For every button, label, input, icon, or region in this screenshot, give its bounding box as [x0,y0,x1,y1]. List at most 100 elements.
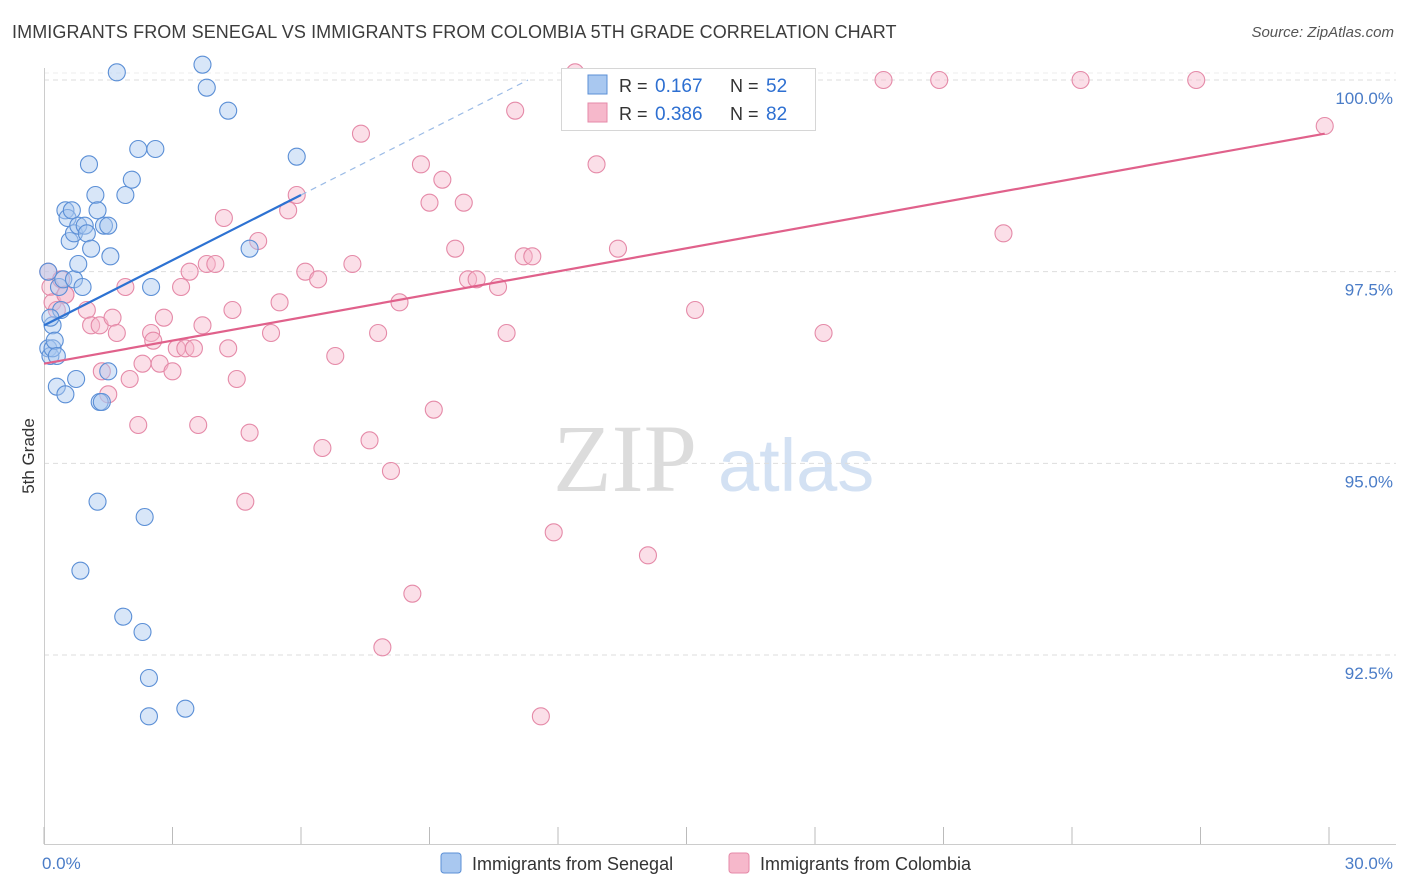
senegal-point-29 [88,201,107,220]
colombia-point-12 [103,308,122,327]
senegal-point-18 [67,369,86,389]
senegal-point-34 [99,362,118,381]
colombia-point-75 [814,323,833,343]
senegal-point-38 [116,185,135,205]
x-tick-label-max: 30.0% [1345,854,1393,873]
y-axis-label: 5th Grade [19,418,38,494]
legend-n-value-colombia: 82 [766,104,787,125]
colombia-point-19 [144,331,163,350]
senegal-point-11 [56,385,75,404]
colombia-point-65 [506,101,525,120]
colombia-point-49 [360,431,379,450]
senegal-point-25 [79,155,99,174]
y-tick-label-0: 100.0% [1335,89,1393,108]
axes [44,68,1396,845]
colombia-point-58 [433,170,452,189]
senegal-point-10 [54,270,73,289]
senegal-point-24 [77,224,96,243]
gridlines [44,72,1396,656]
colombia-point-71 [587,155,606,174]
senegal-point-43 [146,139,165,159]
colombia-point-16 [129,415,148,435]
legend-n-label-senegal: N = [730,76,759,96]
trend-lines [43,79,1325,365]
colombia-point-31 [206,254,225,274]
colombia-point-34 [223,300,242,320]
colombia-point-29 [193,316,212,335]
senegal-trend-extension [300,79,529,196]
senegal-point-52 [287,147,306,166]
colombia-point-35 [227,369,246,389]
colombia-point-68 [531,707,550,726]
watermark-atlas: atlas [718,424,874,507]
colombia-point-81 [1315,116,1334,136]
bottom-legend-swatch-senegal [440,852,462,874]
colombia-point-39 [261,323,281,343]
colombia-point-18 [142,323,161,343]
legend-swatch-senegal [587,74,608,95]
senegal-point-23 [75,216,94,235]
colombia-point-46 [326,346,345,366]
colombia-point-72 [608,239,628,258]
senegal-point-48 [193,55,212,74]
colombia-point-47 [343,254,362,274]
legend-n-value-senegal: 52 [766,76,787,97]
legend-r-label-colombia: R = [619,104,648,124]
colombia-point-26 [180,262,199,281]
colombia-point-64 [497,323,516,343]
senegal-point-46 [139,707,158,726]
colombia-point-76 [874,70,893,90]
senegal-point-44 [139,668,158,688]
senegal-point-40 [129,139,148,159]
colombia-point-44 [309,270,328,289]
legend-n-label-colombia: N = [730,104,759,124]
senegal-point-22 [73,277,92,297]
series-legend: Immigrants from Senegal Immigrants from … [440,852,972,874]
colombia-point-78 [994,224,1013,243]
colombia-point-54 [403,584,422,603]
colombia-point-10 [92,362,111,381]
colombia-point-28 [189,415,208,435]
colombia-point-67 [523,247,542,266]
colombia-point-62 [467,270,486,289]
y-tick-label-2: 95.0% [1345,472,1393,491]
colombia-point-77 [930,70,949,90]
source-note: Source: ZipAtlas.com [1251,24,1394,41]
senegal-point-5 [45,331,64,350]
senegal-point-51 [240,239,259,258]
legend-r-value-colombia: 0.386 [655,104,703,125]
colombia-point-69 [544,523,563,542]
colombia-point-40 [270,293,289,312]
senegal-point-28 [88,492,107,511]
senegal-point-32 [94,216,114,235]
colombia-trend-line [43,132,1325,365]
colombia-point-13 [107,323,126,343]
colombia-point-79 [1071,70,1090,90]
senegal-point-47 [176,699,195,718]
senegal-trend-line [43,194,302,327]
y-tick-label-3: 92.5% [1345,664,1393,683]
senegal-point-42 [135,507,154,527]
senegal-point-33 [99,216,118,235]
colombia-point-36 [236,492,255,511]
series-senegal-points [39,55,306,726]
watermark-zip: ZIP [553,405,697,512]
colombia-point-24 [172,277,191,297]
colombia-point-74 [686,300,705,320]
senegal-point-45 [142,277,161,297]
colombia-point-50 [369,323,388,343]
senegal-point-50 [219,101,238,120]
bottom-legend-swatch-colombia [728,852,750,874]
bottom-legend-label-senegal: Immigrants from Senegal [472,854,673,874]
senegal-point-20 [69,254,88,274]
colombia-point-51 [373,638,392,657]
colombia-point-22 [163,362,182,381]
senegal-point-36 [107,63,126,82]
colombia-point-57 [424,400,443,419]
colombia-point-45 [313,438,332,458]
colombia-point-73 [638,546,658,565]
senegal-point-0 [39,262,58,281]
senegal-point-37 [114,607,133,626]
senegal-point-41 [133,622,152,642]
